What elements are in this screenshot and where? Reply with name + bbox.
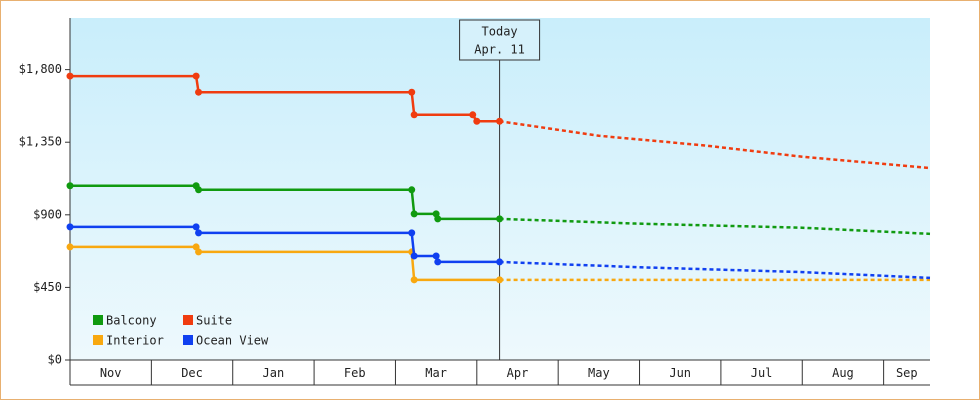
price-point (496, 117, 504, 125)
price-point (66, 223, 74, 231)
price-point (195, 186, 203, 194)
legend-swatch (183, 315, 193, 325)
price-point (410, 252, 418, 260)
price-point (66, 243, 74, 251)
price-point (410, 276, 418, 284)
forecast-line (499, 217, 931, 236)
x-tick-label: Jan (263, 366, 285, 380)
y-tick-label: $900 (33, 207, 62, 221)
legend-swatch (93, 335, 103, 345)
price-point (195, 229, 203, 237)
price-point (192, 72, 200, 80)
x-tick-label: Feb (344, 366, 366, 380)
price-point (410, 111, 418, 119)
price-point (66, 182, 74, 190)
x-tick-label: Mar (425, 366, 447, 380)
y-tick-label: $450 (33, 280, 62, 294)
legend-label: Interior (106, 334, 164, 348)
price-point (496, 215, 504, 223)
x-tick-label: Aug (832, 366, 854, 380)
price-point (195, 248, 203, 256)
price-point (66, 72, 74, 80)
price-point (496, 276, 504, 284)
price-point (410, 210, 418, 218)
x-tick-label: Dec (181, 366, 203, 380)
price-point (496, 258, 504, 266)
legend-label: Ocean View (196, 334, 269, 348)
y-tick-label: $1,350 (19, 135, 62, 149)
y-tick-label: $0 (48, 353, 62, 367)
price-point (408, 88, 416, 96)
legend-label: Balcony (106, 314, 157, 328)
x-axis-band (70, 360, 930, 385)
today-label: Today (482, 25, 518, 39)
x-tick-label: May (588, 366, 610, 380)
price-point (434, 258, 442, 266)
price-point (192, 223, 200, 231)
price-line (70, 245, 500, 282)
legend-swatch (93, 315, 103, 325)
today-date: Apr. 11 (474, 43, 525, 57)
price-point (195, 88, 203, 96)
x-tick-label: Jun (669, 366, 691, 380)
price-point (408, 229, 416, 237)
legend-swatch (183, 335, 193, 345)
x-tick-label: Apr (507, 366, 529, 380)
price-point (432, 252, 440, 260)
forecast-line (499, 260, 931, 280)
legend-label: Suite (196, 314, 232, 328)
price-point (473, 117, 481, 125)
forecast-line (499, 120, 931, 170)
x-tick-label: Sep (896, 366, 918, 380)
price-point (434, 215, 442, 223)
x-tick-label: Jul (751, 366, 773, 380)
y-tick-label: $1,800 (19, 62, 62, 76)
today-box (459, 19, 541, 61)
price-point (469, 111, 477, 119)
x-tick-label: Nov (100, 366, 122, 380)
price-point (408, 186, 416, 194)
